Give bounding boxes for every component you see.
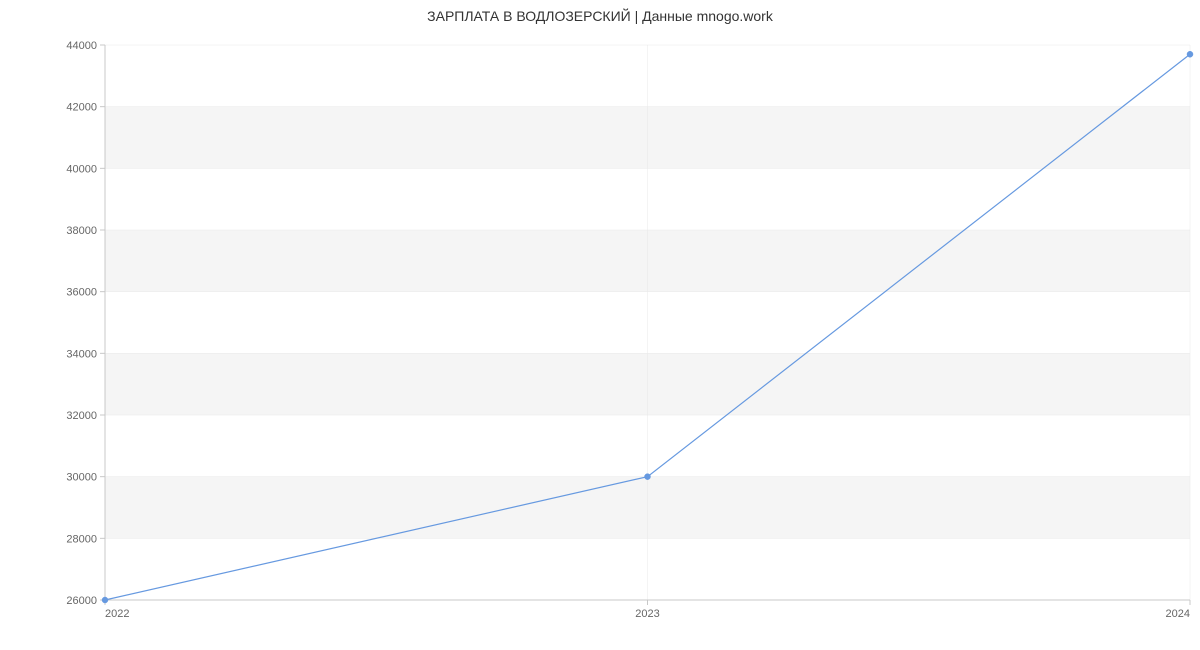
series-marker [645,474,651,480]
x-tick-label: 2023 [635,608,659,620]
chart-container: ЗАРПЛАТА В ВОДЛОЗЕРСКИЙ | Данные mnogo.w… [0,0,1200,650]
y-tick-label: 26000 [66,595,97,607]
y-tick-label: 40000 [66,163,97,175]
y-tick-label: 42000 [66,102,97,114]
y-tick-label: 38000 [66,225,97,237]
y-tick-label: 34000 [66,348,97,360]
series-marker [1187,51,1193,57]
line-chart: 26000 28000 30000 32000 34000 36000 38000 40000… [0,0,1200,650]
y-tick-label: 28000 [66,533,97,545]
series-marker [102,597,108,603]
x-tick-label: 2024 [1166,608,1190,620]
x-tick-label: 2022 [105,608,129,620]
y-tick-label: 44000 [66,40,97,52]
y-tick-label: 30000 [66,472,97,484]
y-tick-label: 32000 [66,410,97,422]
y-tick-label: 36000 [66,287,97,299]
